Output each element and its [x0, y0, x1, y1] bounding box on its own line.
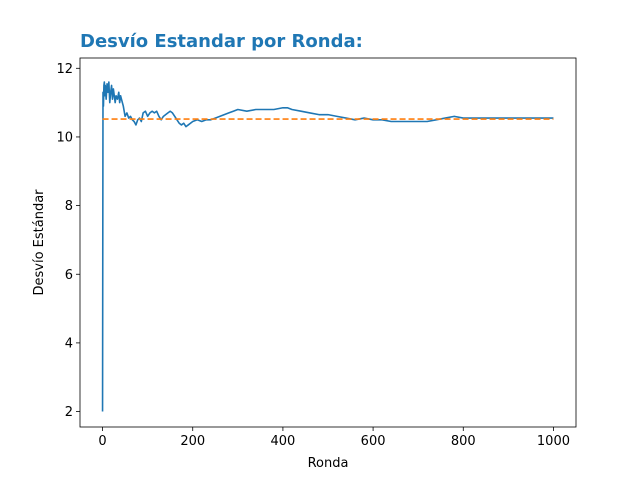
x-tick-label: 600 [361, 434, 386, 449]
chart-title: Desvío Estandar por Ronda: [80, 31, 363, 52]
x-tick-label: 0 [98, 434, 106, 449]
x-tick-label: 400 [270, 434, 295, 449]
y-axis-label: Desvío Estándar [32, 189, 47, 296]
x-tick-label: 800 [451, 434, 476, 449]
y-tick-label: 12 [56, 62, 73, 77]
x-tick-label: 1000 [537, 434, 570, 449]
y-tick-label: 10 [56, 130, 73, 145]
plot-area [79, 57, 577, 428]
x-axis-label: Ronda [308, 456, 349, 471]
series-layer [101, 81, 554, 412]
series-line [101, 81, 554, 412]
x-axis-ticks: 0 200 400 600 800 1000 [98, 427, 570, 449]
y-tick-label: 6 [65, 268, 73, 283]
y-tick-label: 8 [65, 199, 73, 214]
x-tick-label: 200 [180, 434, 205, 449]
y-tick-label: 4 [65, 336, 73, 351]
y-tick-label: 2 [65, 405, 73, 420]
y-axis-ticks: 2 4 6 8 10 12 [56, 62, 80, 420]
